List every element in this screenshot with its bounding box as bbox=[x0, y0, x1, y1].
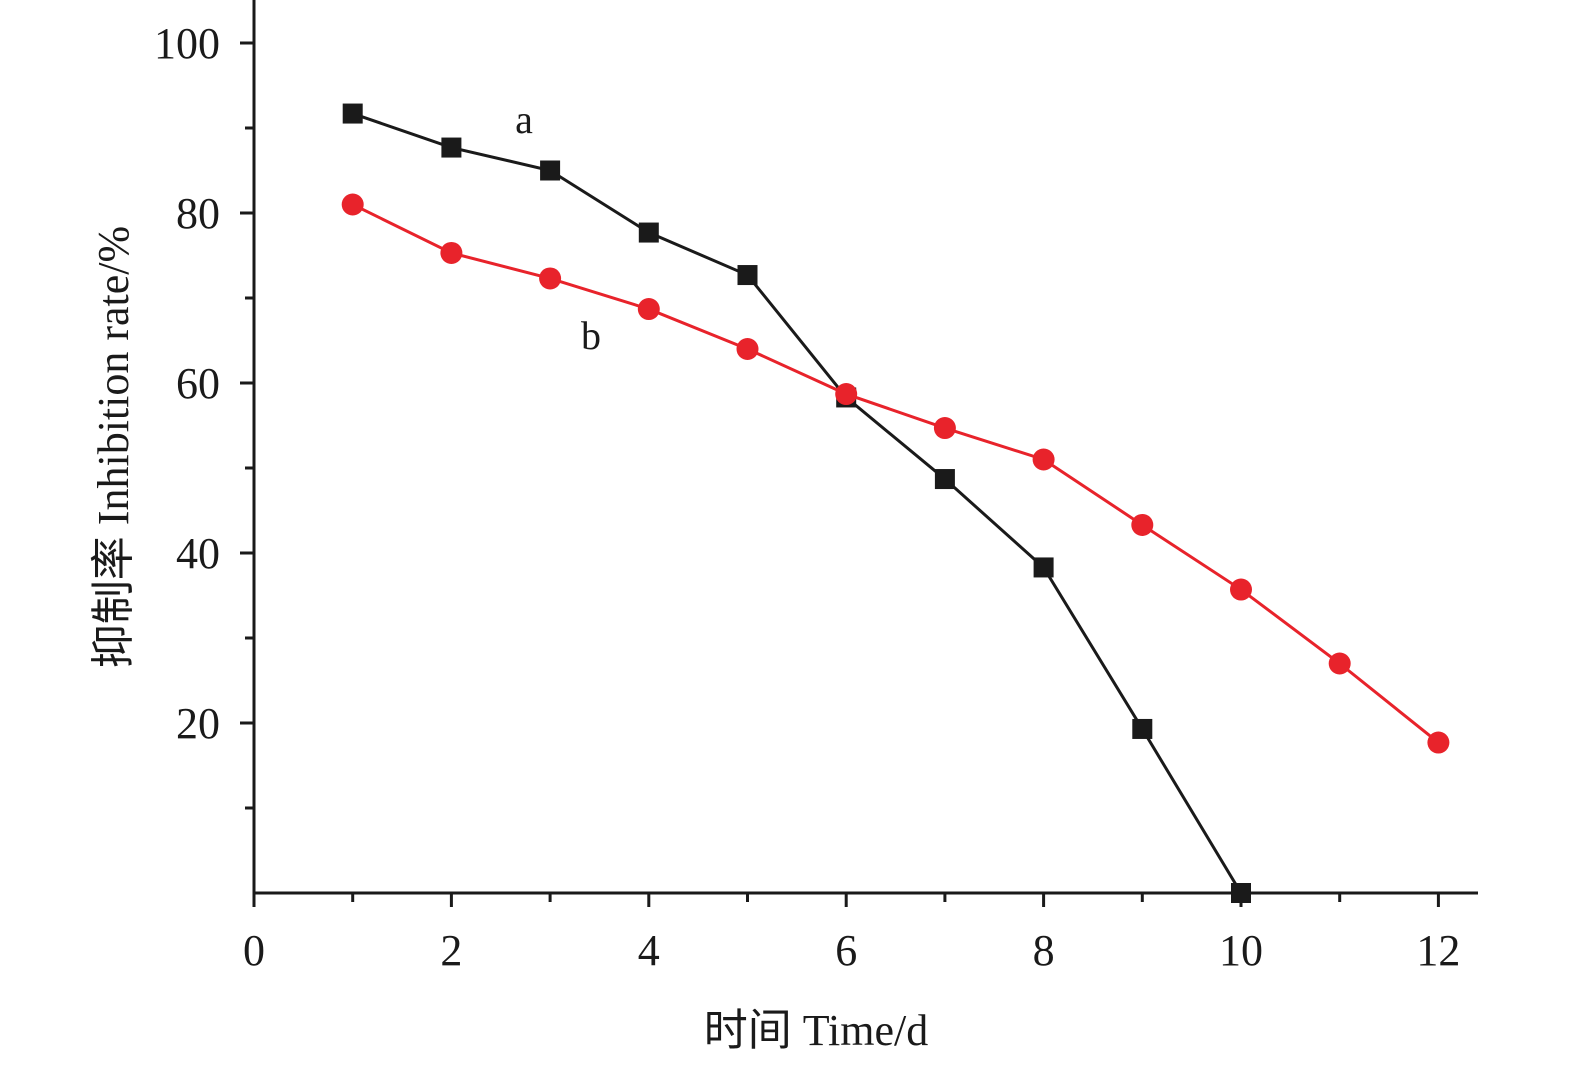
chart-labels: 时间 Time/d 抑制率 Inhibition rate/% a b bbox=[89, 97, 928, 1055]
data-point-a bbox=[934, 469, 955, 490]
data-point-b bbox=[1427, 731, 1450, 754]
x-tick-label: 10 bbox=[1219, 926, 1263, 975]
series-label-b: b bbox=[581, 313, 601, 358]
data-point-b bbox=[1032, 448, 1055, 471]
data-point-b bbox=[539, 267, 562, 290]
y-tick-label: 20 bbox=[176, 699, 220, 748]
x-tick-label: 6 bbox=[835, 926, 857, 975]
data-point-b bbox=[835, 383, 858, 406]
data-point-a bbox=[737, 265, 758, 286]
y-axis-title: 抑制率 Inhibition rate/% bbox=[89, 226, 138, 668]
data-point-a bbox=[342, 103, 363, 124]
data-point-b bbox=[933, 417, 956, 440]
x-tick-label: 12 bbox=[1416, 926, 1460, 975]
axis-ticks: 0 2 4 6 8 10 12 20 40 60 80 100 bbox=[154, 19, 1460, 975]
data-point-b bbox=[1230, 578, 1252, 601]
x-tick-label: 2 bbox=[440, 926, 462, 975]
data-point-a bbox=[1231, 883, 1251, 903]
series-label-a: a bbox=[515, 97, 533, 142]
y-tick-label: 80 bbox=[176, 189, 220, 238]
series-line-b bbox=[352, 203, 1440, 744]
y-tick-label: 40 bbox=[176, 529, 220, 578]
data-point-b bbox=[1328, 652, 1351, 675]
x-tick-label: 8 bbox=[1033, 926, 1055, 975]
y-tick-label: 60 bbox=[176, 359, 220, 408]
data-point-b bbox=[341, 193, 364, 216]
series-line-a bbox=[352, 112, 1243, 894]
data-point-b bbox=[440, 241, 463, 264]
y-tick-label: 100 bbox=[154, 19, 220, 68]
data-point-a bbox=[1033, 557, 1054, 578]
data-point-b bbox=[736, 338, 759, 360]
x-tick-label: 4 bbox=[638, 926, 660, 975]
x-axis-title: 时间 Time/d bbox=[704, 1006, 929, 1055]
data-point-b bbox=[637, 298, 660, 321]
data-point-a bbox=[441, 137, 462, 158]
data-point-a bbox=[1132, 718, 1153, 739]
data-point-a bbox=[638, 222, 659, 243]
x-tick-label: 0 bbox=[243, 926, 265, 975]
chart-series bbox=[341, 103, 1450, 903]
chart-axes bbox=[252, 0, 1478, 895]
data-point-b bbox=[1131, 513, 1154, 536]
data-point-a bbox=[540, 160, 561, 181]
